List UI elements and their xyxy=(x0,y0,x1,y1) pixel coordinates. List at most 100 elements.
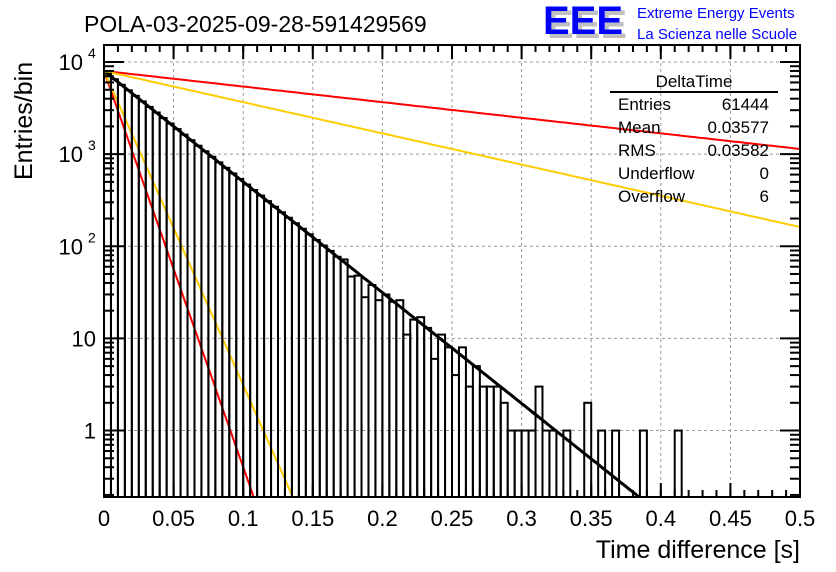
histogram-bar xyxy=(242,183,252,497)
logo-line1: Extreme Energy Events xyxy=(637,5,795,22)
x-tick-label: 0.15 xyxy=(291,506,334,531)
histogram-bar xyxy=(478,385,488,497)
y-tick-label: 10 xyxy=(59,50,83,75)
histogram-bar xyxy=(485,385,495,497)
histogram-bar xyxy=(409,318,419,497)
logo-line2: La Scienza nelle Scuole xyxy=(637,26,797,43)
histogram-bar xyxy=(179,133,189,497)
y-axis-label: Entries/bin xyxy=(10,62,38,180)
histogram-bar xyxy=(290,222,300,497)
histogram-bar xyxy=(151,111,161,497)
histogram-bar xyxy=(506,429,516,497)
histogram-bar xyxy=(221,166,231,497)
histogram-bar xyxy=(597,429,607,497)
stats-value-rms: 0.03582 xyxy=(708,141,769,160)
histogram-bar xyxy=(673,429,683,497)
histogram-bar xyxy=(381,293,391,497)
x-tick-label: 0.4 xyxy=(646,506,677,531)
histogram-bar xyxy=(130,94,140,497)
histogram-bar xyxy=(464,385,474,497)
x-tick-label: 0.1 xyxy=(228,506,259,531)
stats-label-entries: Entries xyxy=(618,95,671,114)
y-tick-exponent: 2 xyxy=(88,229,96,245)
histogram-bar xyxy=(534,385,544,497)
histogram-bar xyxy=(457,346,467,497)
histogram-bar xyxy=(172,128,182,497)
histogram-bar xyxy=(200,150,210,497)
y-tick-exponent: 4 xyxy=(88,45,96,61)
histogram-bar xyxy=(520,429,530,497)
histogram-bar xyxy=(332,255,342,497)
histogram-bar xyxy=(402,333,412,497)
histogram-bar xyxy=(325,249,335,497)
histogram-bar xyxy=(304,233,314,497)
histogram-bar xyxy=(123,89,133,497)
histogram-bar xyxy=(277,211,286,497)
histogram-bar xyxy=(249,189,259,497)
histogram-bar xyxy=(228,172,238,497)
stats-value-underflow: 0 xyxy=(760,164,769,183)
stats-label-underflow: Underflow xyxy=(618,164,695,183)
fit-curve-lower-fast xyxy=(104,70,295,497)
histogram-bar xyxy=(388,300,398,497)
x-tick-label: 0.35 xyxy=(570,506,613,531)
histogram-bar xyxy=(444,346,454,497)
histogram-bar xyxy=(492,385,502,497)
histogram-bars xyxy=(104,72,683,497)
x-tick-label: 0.05 xyxy=(152,506,195,531)
histogram-bar xyxy=(311,239,321,497)
histogram-bar xyxy=(207,155,217,497)
histogram-bar xyxy=(116,83,126,497)
histogram-bar xyxy=(165,122,175,497)
x-tick-label: 0.3 xyxy=(506,506,537,531)
y-tick-label: 10 xyxy=(72,326,96,351)
histogram-bar xyxy=(235,177,245,497)
chart-title: POLA-03-2025-09-28-591429569 xyxy=(84,11,427,37)
histogram-bar xyxy=(395,299,405,497)
y-tick-exponent: 3 xyxy=(88,137,96,153)
y-tick-label: 10 xyxy=(59,234,83,259)
y-tick-label: 1 xyxy=(84,419,96,444)
histogram-bar xyxy=(527,429,537,497)
histogram-bar xyxy=(374,299,384,497)
histogram-bar xyxy=(638,429,648,497)
histogram-bar xyxy=(193,144,203,497)
plot-frame xyxy=(103,44,801,498)
histogram-bar xyxy=(562,429,572,497)
histogram-bar xyxy=(360,296,370,497)
histogram-bar xyxy=(611,429,621,497)
histogram-bar xyxy=(499,401,509,497)
histogram-bar xyxy=(513,429,523,497)
stats-label-mean: Mean xyxy=(618,118,661,137)
x-tick-label: 0.45 xyxy=(709,506,752,531)
histogram-bar xyxy=(423,326,433,497)
histogram-bar xyxy=(158,117,168,497)
fit-curve-upper-slow xyxy=(104,69,800,150)
y-tick-label: 10 xyxy=(59,142,83,167)
x-tick-label: 0 xyxy=(98,506,110,531)
x-tick-label: 0.5 xyxy=(785,506,816,531)
logo-text: EEE xyxy=(543,0,623,43)
histogram-bar xyxy=(256,194,266,497)
x-axis-label: Time difference [s] xyxy=(596,536,800,564)
histogram-bar xyxy=(541,429,551,497)
stats-box: DeltaTime Entries 61444 Mean 0.03577 RMS 0.03… xyxy=(610,72,778,206)
histogram-bar xyxy=(471,365,481,497)
x-tick-label: 0.2 xyxy=(367,506,398,531)
histogram-bar xyxy=(297,227,307,497)
histogram-bar xyxy=(583,401,593,497)
fit-curve-lower-slow xyxy=(104,69,800,228)
stats-label-rms: RMS xyxy=(618,141,656,160)
axes: 0 0.05 0.1 0.15 0.2 0.25 0.3 0.35 0.4 0.45 0.5 1 10 1… xyxy=(59,44,816,531)
histogram-bar xyxy=(416,316,426,497)
histogram-bar xyxy=(451,374,460,497)
histogram-bar xyxy=(346,275,356,497)
histogram-bar xyxy=(283,216,293,497)
histogram-bar xyxy=(339,258,349,497)
histogram-bar xyxy=(437,333,447,497)
stats-value-overflow: 6 xyxy=(760,187,769,206)
stats-value-mean: 0.03577 xyxy=(708,118,769,137)
x-tick-label: 0.25 xyxy=(431,506,474,531)
fit-curve-upper-fast xyxy=(104,70,255,497)
